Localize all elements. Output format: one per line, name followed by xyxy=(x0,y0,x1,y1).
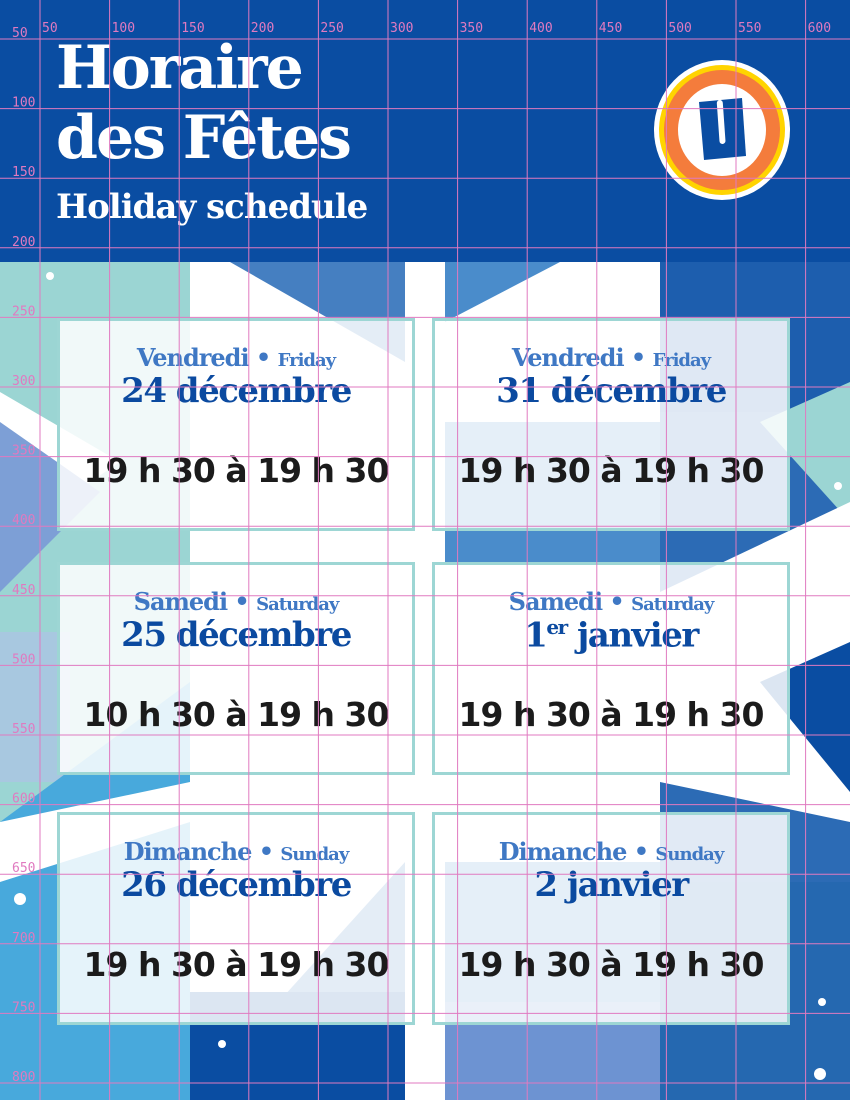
date-label: 2 janvier xyxy=(435,865,787,905)
day-en: Friday xyxy=(652,350,711,371)
day-fr: Vendredi xyxy=(511,343,625,372)
day-label: Dimanche • Sunday xyxy=(123,837,350,866)
date-text: 26 décembre xyxy=(121,865,352,905)
schedule-card: Vendredi • Friday 24 décembre 19 h 30 à … xyxy=(57,318,415,531)
date-label: 25 décembre xyxy=(60,615,412,655)
day-en: Sunday xyxy=(280,844,349,865)
day-fr: Samedi xyxy=(133,587,228,616)
day-fr: Dimanche xyxy=(498,837,628,866)
day-label: Dimanche • Sunday xyxy=(498,837,725,866)
schedule-card: Samedi • Saturday 25 décembre 10 h 30 à … xyxy=(57,562,415,775)
hours-label: 19 h 30 à 19 h 30 xyxy=(458,695,765,734)
schedule-card: Samedi • Saturday 1er janvier 19 h 30 à … xyxy=(432,562,790,775)
day-label: Vendredi • Friday xyxy=(511,343,711,372)
title-line-1: Horaire xyxy=(56,33,304,103)
store-logo-icon xyxy=(654,60,790,200)
title-line-2: des Fêtes xyxy=(56,103,352,173)
date-suffix: er xyxy=(546,615,568,639)
day-fr: Samedi xyxy=(508,587,603,616)
subtitle: Holiday schedule xyxy=(56,187,368,227)
date-text: 31 décembre xyxy=(496,371,727,411)
hours-label: 19 h 30 à 19 h 30 xyxy=(458,451,765,490)
day-en: Saturday xyxy=(256,594,339,615)
hours-label: 10 h 30 à 19 h 30 xyxy=(83,695,390,734)
date-text: 25 décembre xyxy=(121,615,352,655)
day-en: Saturday xyxy=(631,594,714,615)
hours-label: 19 h 30 à 19 h 30 xyxy=(83,451,390,490)
date-label: 1er janvier xyxy=(435,615,787,655)
date-text: 2 janvier xyxy=(534,865,689,905)
day-fr: Dimanche xyxy=(123,837,253,866)
date-month: janvier xyxy=(566,615,699,656)
day-label: Samedi • Saturday xyxy=(133,587,340,616)
day-fr: Vendredi xyxy=(136,343,250,372)
hours-label: 19 h 30 à 19 h 30 xyxy=(83,945,390,984)
date-text: 24 décembre xyxy=(121,371,352,411)
schedule-card: Dimanche • Sunday 26 décembre 19 h 30 à … xyxy=(57,812,415,1025)
day-label: Samedi • Saturday xyxy=(508,587,715,616)
day-en: Friday xyxy=(277,350,336,371)
date-label: 24 décembre xyxy=(60,371,412,411)
schedule-card: Vendredi • Friday 31 décembre 19 h 30 à … xyxy=(432,318,790,531)
day-label: Vendredi • Friday xyxy=(136,343,336,372)
schedule-card: Dimanche • Sunday 2 janvier 19 h 30 à 19… xyxy=(432,812,790,1025)
date-number: 1 xyxy=(524,615,548,656)
date-label: 26 décembre xyxy=(60,865,412,905)
header-banner: Horaire des Fêtes Holiday schedule xyxy=(0,0,850,262)
day-en: Sunday xyxy=(655,844,724,865)
hours-label: 19 h 30 à 19 h 30 xyxy=(458,945,765,984)
date-label: 31 décembre xyxy=(435,371,787,411)
